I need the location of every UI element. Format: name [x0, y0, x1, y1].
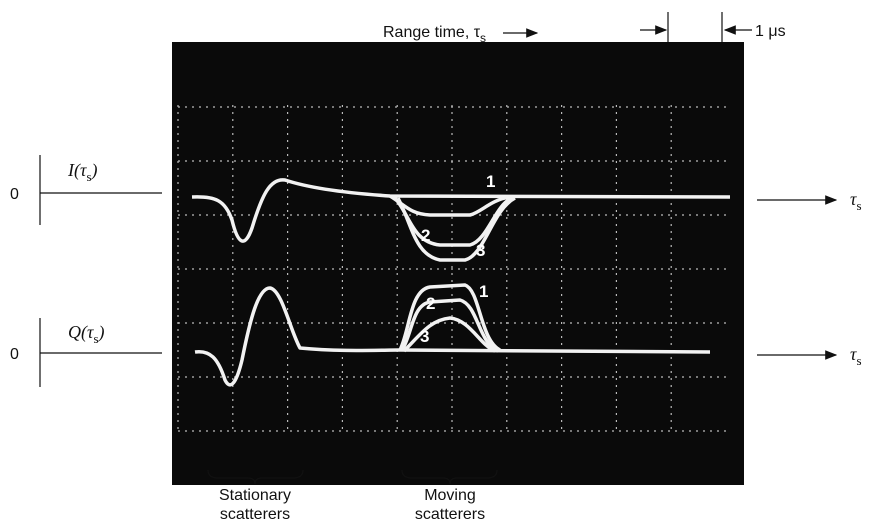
tau-label: τs [850, 189, 862, 213]
i-label: I(τs) [67, 160, 98, 184]
caption: scatterers [220, 506, 290, 522]
curve-label: 3 [476, 241, 485, 260]
tau-label: τs [850, 344, 862, 368]
caption: Stationary [219, 487, 291, 504]
range-time: Range time, τs [383, 24, 486, 45]
zero: 0 [10, 186, 19, 203]
caption: Moving [424, 487, 476, 504]
zero: 0 [10, 346, 19, 363]
curve-label: 3 [420, 327, 429, 346]
scale: 1 μs [755, 23, 786, 40]
figure: Range time, τs 1 μs 1 2 3 1 2 3 0 I(τs) … [0, 0, 871, 522]
q-label: Q(τs) [68, 322, 105, 346]
curve-label: 2 [426, 294, 435, 313]
curve-label: 1 [486, 172, 495, 191]
curve-label: 1 [479, 282, 488, 301]
curve-label: 2 [421, 226, 430, 245]
scope-screen [172, 42, 744, 485]
caption: scatterers [415, 506, 485, 522]
